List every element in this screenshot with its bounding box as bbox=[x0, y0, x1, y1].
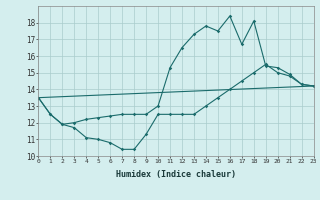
X-axis label: Humidex (Indice chaleur): Humidex (Indice chaleur) bbox=[116, 170, 236, 179]
